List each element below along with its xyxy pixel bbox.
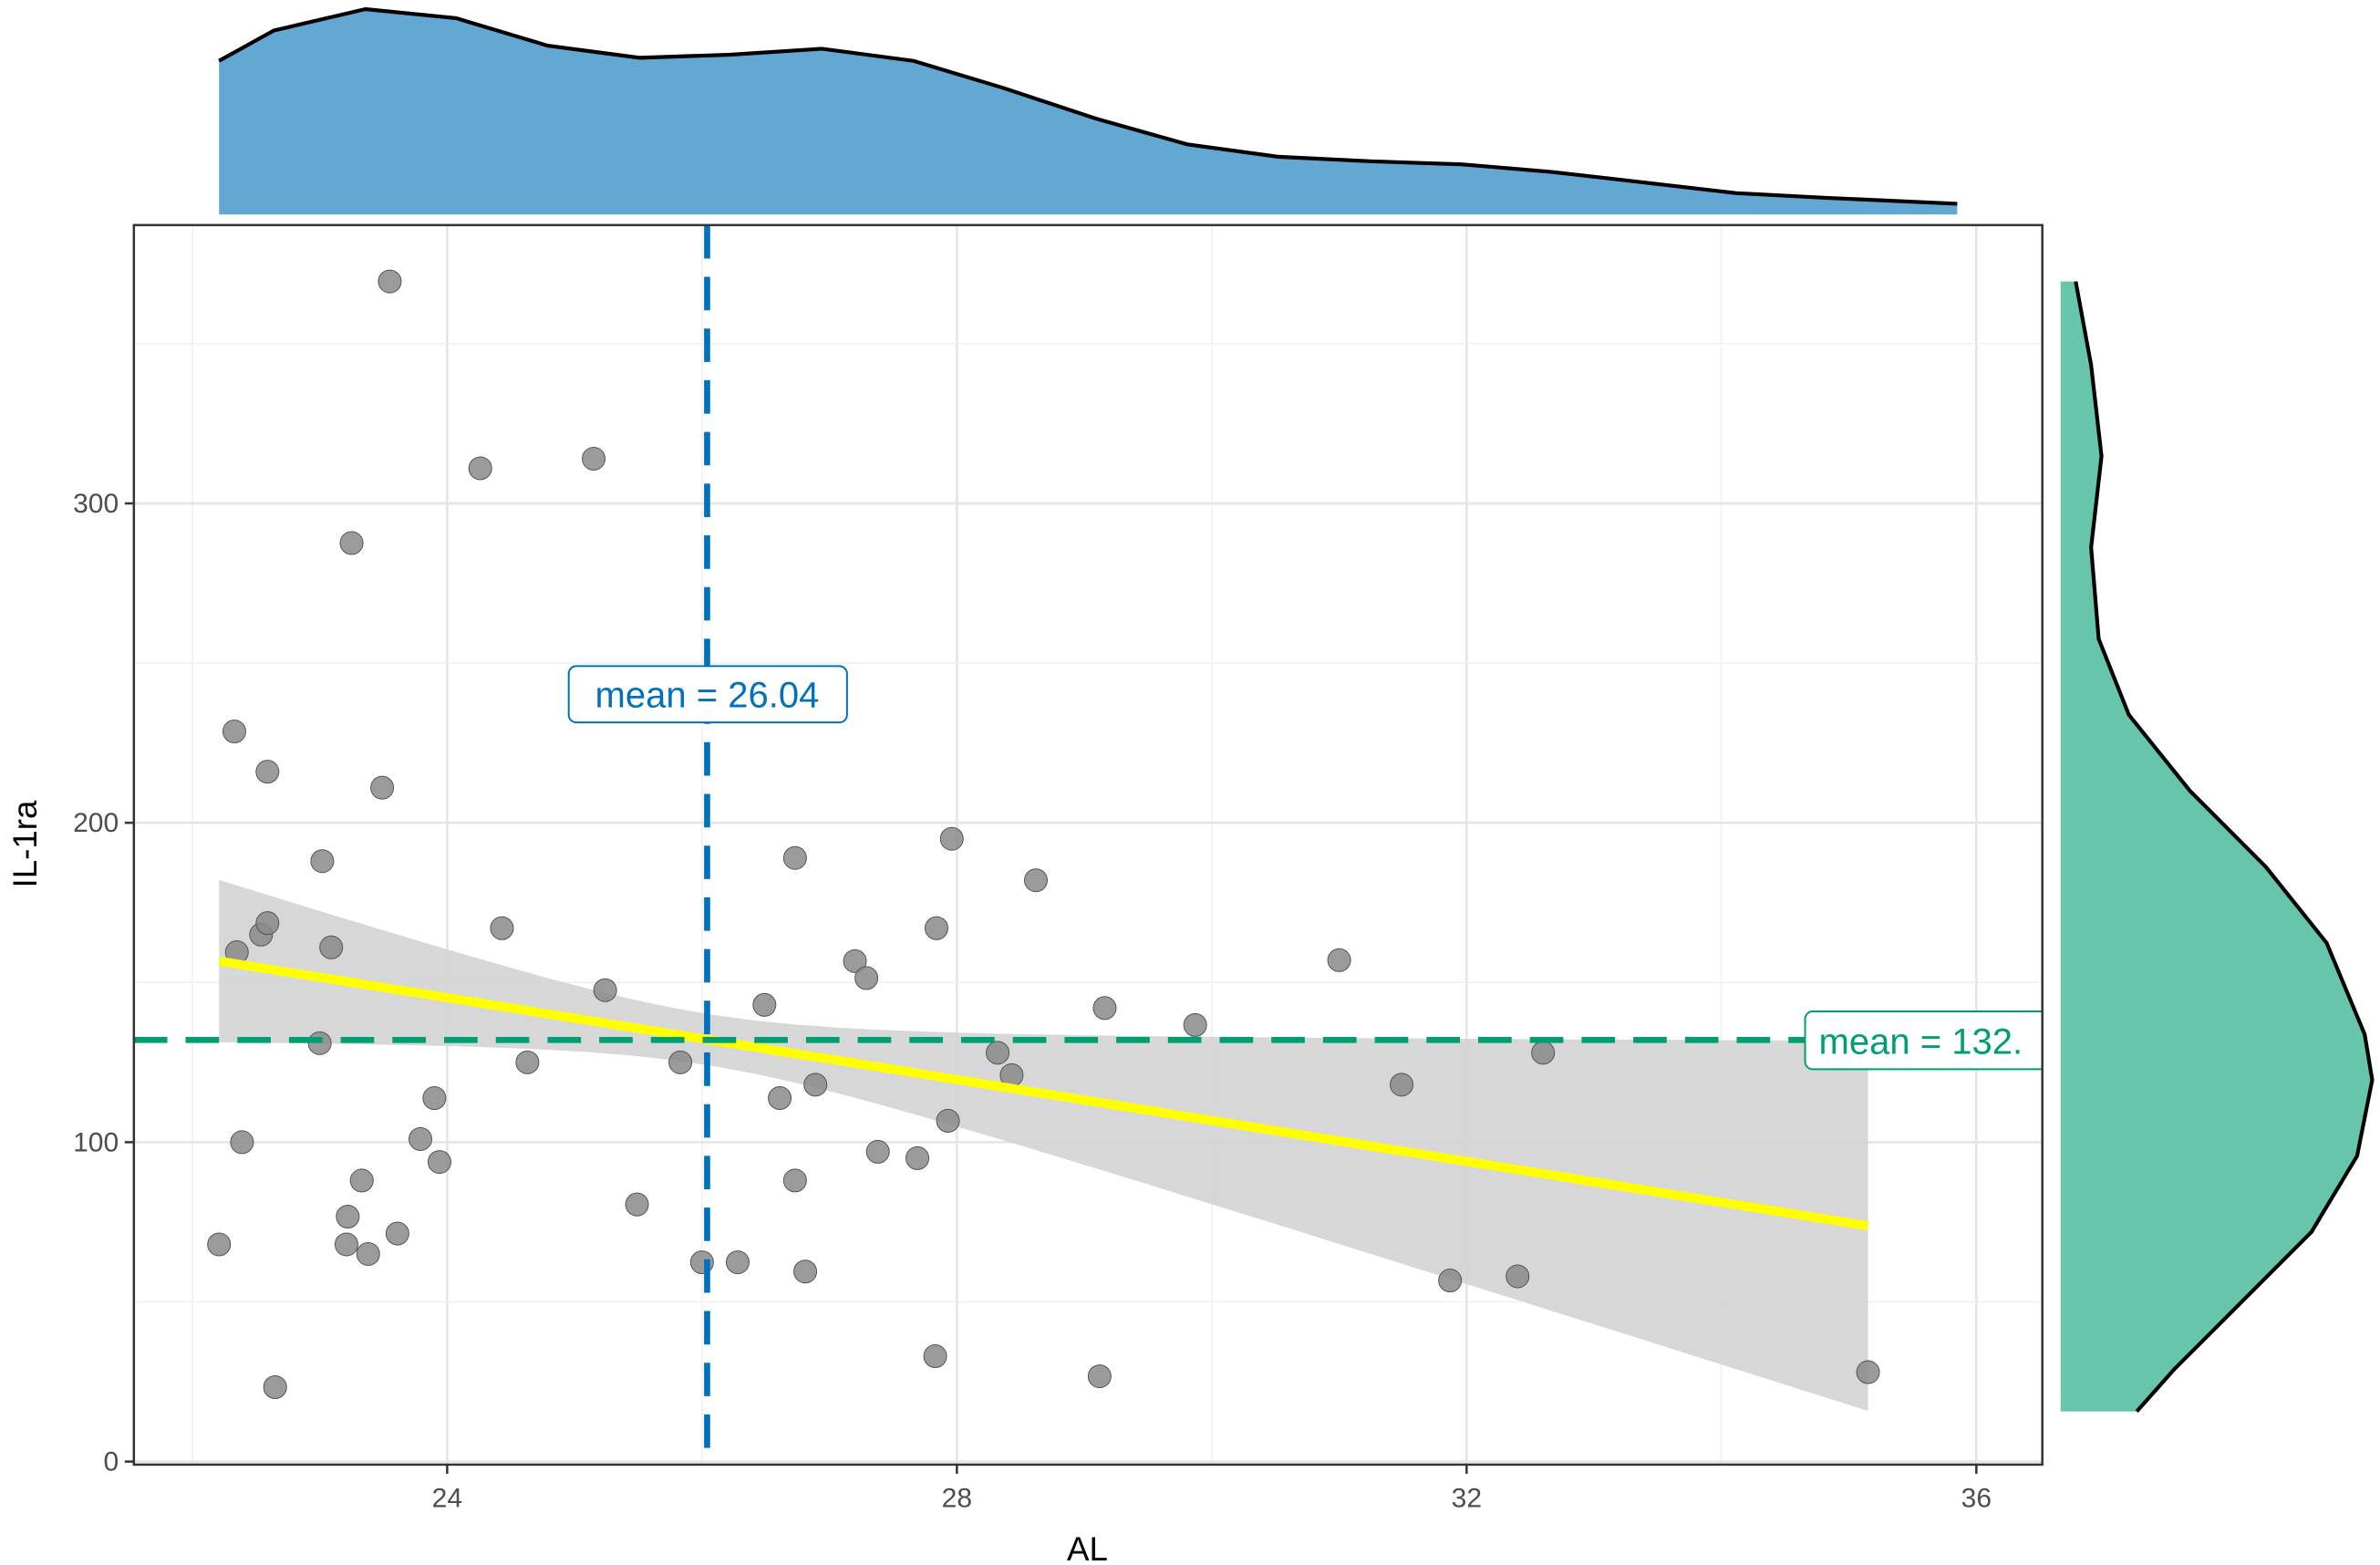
x-axis-title: AL [1067, 1530, 1108, 1565]
data-point [319, 935, 344, 959]
x-density-curve [218, 6, 1958, 206]
mean-y-label: mean = 132. [1819, 1022, 2023, 1062]
fit-line [218, 956, 1869, 1231]
y-tick-label: 200 [73, 808, 119, 838]
data-point [1856, 1360, 1880, 1384]
data-point [356, 1241, 380, 1266]
data-point [307, 1031, 332, 1055]
y-density-area [2060, 281, 2373, 1412]
data-point [1092, 996, 1117, 1021]
data-point [803, 1073, 828, 1097]
y-marginal-density [2060, 281, 2375, 1414]
data-point [986, 1041, 1010, 1065]
data-point [768, 1086, 792, 1111]
data-point [593, 978, 617, 1002]
data-point [793, 1259, 818, 1284]
regression-line [218, 956, 1869, 1231]
data-point [582, 446, 606, 471]
data-point [936, 1108, 960, 1133]
data-point [515, 1050, 540, 1074]
data-point [924, 916, 948, 940]
x-tick-label: 28 [942, 1484, 972, 1514]
data-point [939, 826, 964, 851]
data-point [422, 1086, 447, 1111]
data-point [668, 1050, 693, 1074]
data-point [336, 1204, 360, 1229]
scatter-points [207, 269, 1880, 1400]
mean-x-label-box [567, 665, 848, 724]
data-point [1087, 1364, 1112, 1389]
data-point [349, 1168, 374, 1193]
data-point [468, 456, 492, 481]
axis-ticks: 24 28 32 36 0 100 200 300 [73, 489, 1992, 1514]
data-point [207, 1232, 232, 1257]
data-point [1506, 1264, 1530, 1289]
data-point [334, 1232, 358, 1257]
data-point [427, 1150, 451, 1175]
data-point [865, 1139, 890, 1164]
data-point [782, 1168, 807, 1193]
data-point [752, 992, 777, 1017]
data-point [409, 1126, 433, 1151]
data-point [385, 1221, 409, 1246]
data-point [255, 760, 280, 784]
data-point [854, 966, 879, 990]
y-tick-label: 100 [73, 1127, 119, 1157]
x-marginal-density [218, 6, 1958, 215]
data-point [843, 948, 867, 973]
x-density-area [219, 9, 1958, 215]
y-tick-label: 300 [73, 489, 119, 519]
data-point [255, 911, 280, 936]
data-point [230, 1130, 254, 1155]
y-density-curve [2074, 281, 2375, 1414]
mean-lines: mean = 26.04 mean = 132. [133, 224, 2043, 1465]
y-tick-label: 0 [103, 1447, 119, 1477]
data-point [1438, 1269, 1463, 1293]
x-tick-label: 24 [432, 1484, 462, 1514]
x-tick-label: 36 [1961, 1484, 1992, 1514]
data-point [625, 1192, 649, 1217]
data-point [222, 720, 246, 744]
x-tick-label: 32 [1452, 1484, 1482, 1514]
y-axis-title: IL-1ra [6, 800, 44, 887]
data-point [310, 849, 335, 874]
data-point [490, 916, 514, 940]
data-point [1390, 1073, 1414, 1097]
data-point [263, 1374, 287, 1400]
data-point [905, 1145, 930, 1170]
data-point [923, 1344, 947, 1369]
data-point [339, 531, 364, 555]
mean-y-label-box [1804, 1010, 2043, 1071]
data-point [725, 1250, 750, 1275]
data-point [378, 269, 402, 294]
data-point [1327, 948, 1351, 972]
data-point [370, 775, 395, 800]
data-point [1531, 1041, 1556, 1065]
data-point [1023, 868, 1049, 893]
data-point [1183, 1012, 1207, 1037]
mean-x-label: mean = 26.04 [595, 675, 820, 715]
plot-border [132, 223, 2044, 1467]
data-point [782, 845, 807, 870]
